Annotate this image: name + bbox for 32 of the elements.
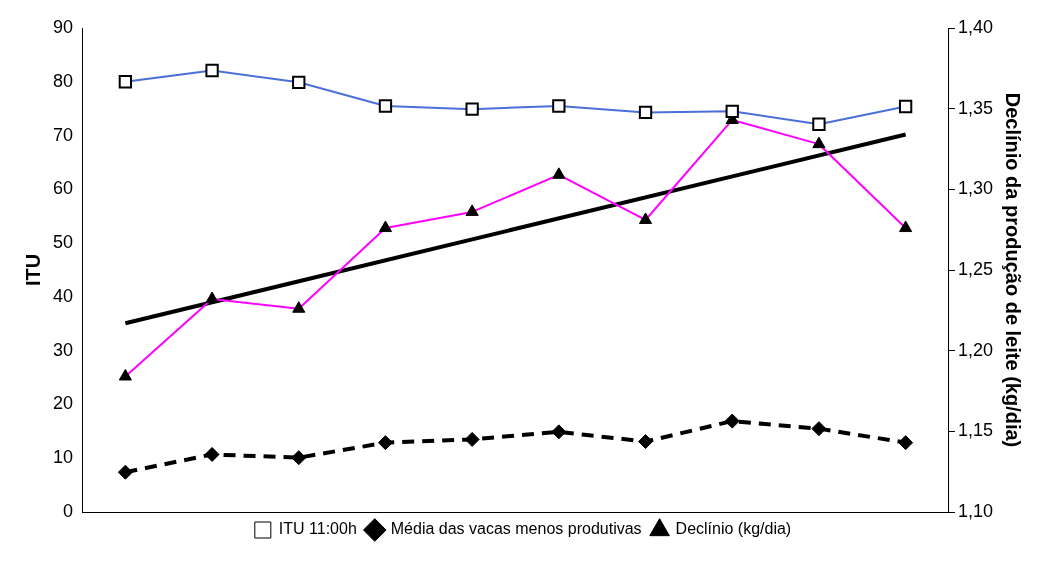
point <box>724 413 740 429</box>
y2-tick-label: 1,35 <box>957 97 994 118</box>
y-tick-label: 80 <box>52 70 74 91</box>
legend-label: ITU 11:00h <box>278 520 357 538</box>
legend-label: Média das vacas menos produtivas <box>390 520 642 538</box>
y2-tick-label: 1,25 <box>957 258 994 279</box>
y2-tick-label: 1,40 <box>957 16 994 37</box>
y-tick-label: 60 <box>52 178 74 199</box>
y2-axis-title: Declínio da produção de leite (kg/dia) <box>1002 92 1025 448</box>
point <box>898 435 914 451</box>
point <box>638 434 654 450</box>
y-tick-label: 30 <box>52 339 74 360</box>
y2-tick-label: 1,10 <box>957 500 994 521</box>
y2-tick-label: 1,15 <box>957 420 994 441</box>
y-tick-label: 20 <box>52 393 74 414</box>
legend-label: Declínio (kg/dia) <box>675 520 792 538</box>
y-tick-label: 0 <box>63 500 74 521</box>
y-tick-label: 90 <box>52 16 74 37</box>
y-tick-label: 40 <box>52 285 74 306</box>
point <box>811 421 827 437</box>
y-tick-label: 10 <box>52 447 74 468</box>
point <box>551 424 567 440</box>
y-axis-title: ITU <box>21 253 44 287</box>
y-tick-label: 70 <box>52 124 74 145</box>
point <box>377 435 393 451</box>
y-tick-label: 50 <box>52 232 74 253</box>
point <box>117 464 133 480</box>
point <box>464 431 480 447</box>
point <box>204 446 220 462</box>
y2-tick-label: 1,20 <box>957 339 994 360</box>
y2-tick-label: 1,30 <box>957 178 994 199</box>
point <box>291 450 307 466</box>
